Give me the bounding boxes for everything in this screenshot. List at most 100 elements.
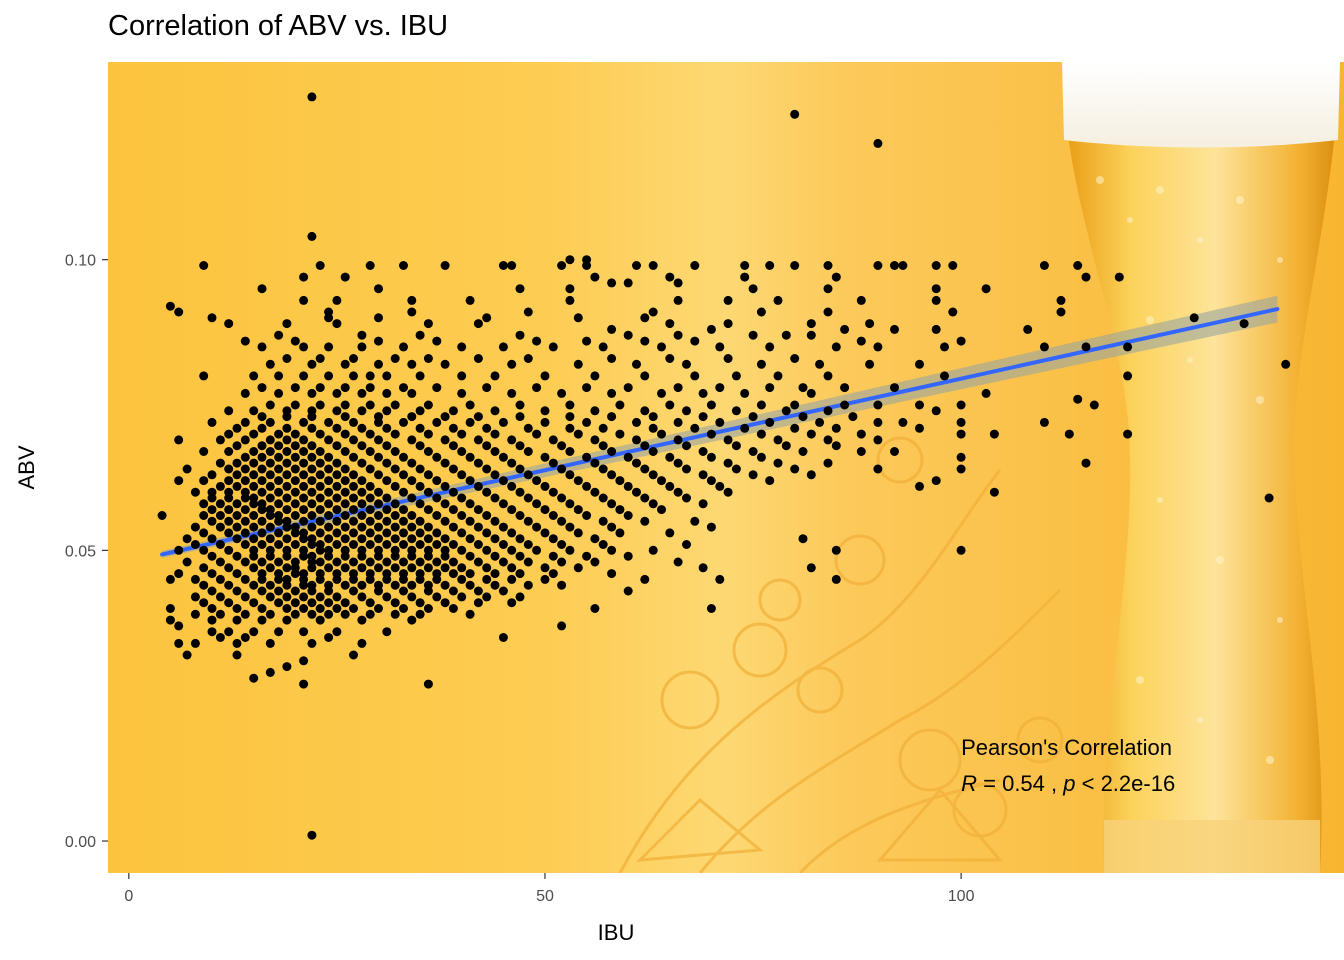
- data-point: [1039, 342, 1049, 352]
- data-point: [540, 528, 550, 538]
- data-point: [873, 261, 883, 270]
- data-point: [1064, 429, 1074, 439]
- data-point: [873, 342, 883, 352]
- data-point: [290, 400, 300, 410]
- data-point: [324, 499, 334, 509]
- data-point: [299, 604, 309, 613]
- data-point: [831, 441, 841, 451]
- data-point: [407, 592, 417, 602]
- data-point: [632, 261, 641, 270]
- data-point: [349, 470, 358, 480]
- data-point: [199, 528, 209, 538]
- data-point: [640, 574, 650, 584]
- data-point: [540, 406, 550, 416]
- data-point: [573, 359, 583, 369]
- data-point: [249, 499, 259, 509]
- data-point: [349, 604, 358, 613]
- data-point: [357, 487, 367, 497]
- data-point: [215, 574, 225, 584]
- data-point: [532, 383, 542, 393]
- data-point: [1073, 394, 1083, 404]
- data-point: [349, 528, 358, 538]
- data-point: [515, 592, 525, 602]
- data-point: [249, 563, 259, 573]
- data-point: [282, 580, 292, 590]
- data-point: [282, 534, 292, 544]
- data-point: [515, 487, 525, 497]
- data-point: [365, 516, 375, 526]
- data-point: [432, 383, 442, 393]
- data-point: [182, 557, 192, 567]
- data-point: [324, 609, 334, 619]
- data-point: [440, 598, 450, 608]
- data-point: [640, 516, 650, 526]
- data-point: [315, 354, 325, 363]
- data-point: [515, 412, 525, 422]
- data-point: [432, 574, 442, 584]
- data-point: [274, 464, 284, 474]
- data-point: [324, 487, 334, 497]
- data-point: [365, 261, 375, 270]
- data-point: [665, 400, 675, 410]
- data-point: [382, 476, 392, 486]
- data-point: [299, 656, 309, 666]
- data-point: [374, 522, 383, 532]
- data-point: [607, 447, 617, 456]
- data-point: [315, 592, 325, 602]
- data-point: [806, 388, 816, 398]
- data-point: [640, 336, 650, 346]
- data-point: [324, 435, 334, 445]
- data-point: [448, 557, 458, 567]
- data-point: [473, 435, 483, 445]
- data-point: [740, 423, 750, 433]
- data-point: [657, 505, 666, 515]
- data-point: [315, 261, 325, 270]
- data-point: [349, 354, 358, 363]
- data-point: [607, 545, 617, 555]
- data-point: [482, 313, 492, 323]
- data-point: [382, 557, 392, 567]
- data-point: [365, 540, 375, 549]
- data-point: [507, 545, 517, 555]
- data-point: [374, 487, 383, 497]
- data-point: [307, 464, 317, 474]
- data-point: [615, 429, 625, 439]
- data-point: [365, 609, 375, 619]
- data-point: [682, 441, 691, 451]
- data-point: [282, 458, 292, 468]
- data-point: [465, 551, 475, 561]
- data-point: [274, 528, 284, 538]
- y-axis-title: ABV: [14, 445, 39, 489]
- data-point: [723, 435, 733, 445]
- data-point: [224, 447, 234, 456]
- chart-title: Correlation of ABV vs. IBU: [108, 10, 449, 42]
- data-point: [632, 435, 641, 445]
- data-point: [232, 569, 242, 579]
- data-point: [940, 342, 949, 352]
- data-point: [240, 540, 250, 549]
- data-point: [532, 522, 542, 532]
- data-point: [199, 476, 209, 486]
- data-point: [490, 470, 500, 480]
- data-point: [815, 417, 825, 427]
- data-point: [465, 476, 475, 486]
- data-point: [473, 540, 483, 549]
- data-point: [623, 551, 633, 561]
- data-point: [215, 435, 225, 445]
- data-point: [648, 545, 658, 555]
- data-point: [215, 458, 225, 468]
- data-point: [989, 429, 999, 439]
- data-point: [1056, 295, 1066, 305]
- data-point: [748, 470, 758, 480]
- data-point: [565, 295, 575, 305]
- data-point: [324, 551, 334, 561]
- data-point: [507, 528, 517, 538]
- data-point: [482, 464, 492, 474]
- data-point: [315, 615, 325, 625]
- data-point: [240, 557, 250, 567]
- data-point: [490, 580, 500, 590]
- data-point: [290, 499, 300, 509]
- p-symbol: p: [1062, 771, 1075, 796]
- data-point: [607, 499, 617, 509]
- data-point: [440, 551, 450, 561]
